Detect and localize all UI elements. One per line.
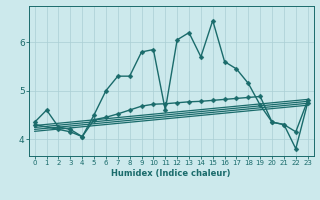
X-axis label: Humidex (Indice chaleur): Humidex (Indice chaleur) xyxy=(111,169,231,178)
